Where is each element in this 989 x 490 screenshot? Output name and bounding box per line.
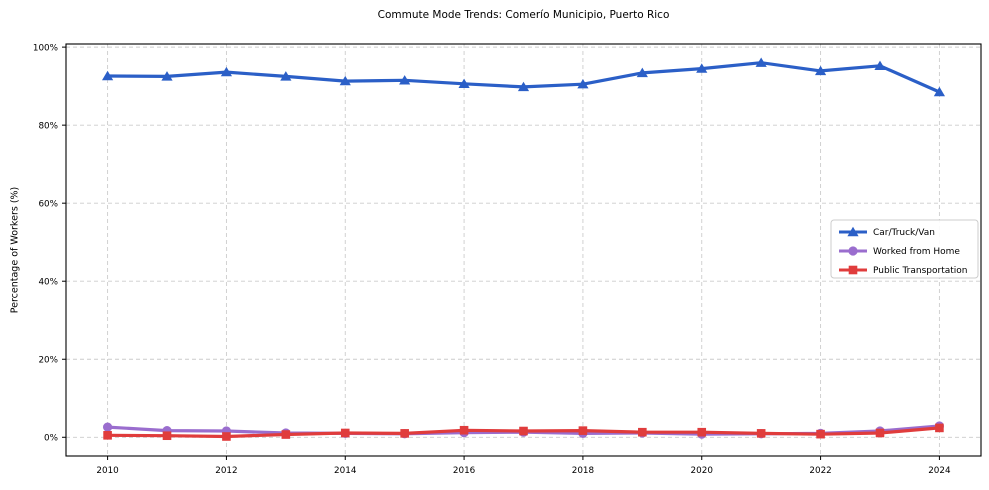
series-car-truck-van-marker — [755, 57, 767, 67]
legend-marker-worked-from-home — [848, 246, 858, 256]
y-tick-label: 20% — [38, 355, 58, 365]
y-tick-label: 80% — [38, 121, 58, 131]
series-car-truck-van-marker — [161, 71, 173, 81]
x-tick-label: 2014 — [334, 466, 357, 476]
series-worked-from-home-marker — [102, 422, 113, 432]
series-public-transportation-marker — [400, 429, 409, 438]
series-car-truck-van-marker — [696, 63, 708, 73]
series-public-transportation-marker — [697, 427, 707, 437]
legend-box — [830, 219, 979, 279]
x-tick-label: 2016 — [453, 466, 476, 476]
series-car-truck-van-marker — [814, 65, 827, 76]
series-public-transportation-marker — [519, 426, 528, 436]
series-car-truck-van-marker — [220, 66, 233, 77]
plot-border — [65, 43, 982, 457]
x-tick-label: 2024 — [928, 466, 951, 476]
x-tick-label: 2020 — [691, 466, 714, 476]
series-public-transportation-marker — [459, 425, 469, 435]
x-tick-label: 2010 — [96, 466, 119, 476]
x-tick-label: 2018 — [572, 466, 594, 476]
series-public-transportation-marker — [638, 427, 647, 437]
series-car-truck-van-marker — [874, 60, 886, 71]
series-public-transportation-marker — [756, 429, 766, 438]
chart-title: Commute Mode Trends: Comerío Municipio, … — [377, 9, 670, 21]
y-tick-label: 0% — [44, 433, 58, 443]
series-car-truck-van-marker — [280, 71, 292, 81]
series-car-truck-van-marker — [577, 78, 589, 89]
legend-marker-public-transportation — [848, 265, 858, 275]
y-tick-label: 40% — [38, 277, 58, 287]
legend-label: Car/Truck/Van — [873, 228, 935, 238]
series-car-truck-van-marker — [636, 67, 648, 78]
legend-marker-car-truck-van — [847, 226, 859, 237]
series-car-truck-van-marker — [399, 75, 411, 85]
series-public-transportation-marker — [103, 431, 112, 440]
series-public-transportation-marker — [875, 428, 885, 438]
series-public-transportation-marker — [578, 426, 588, 435]
series-car-truck-van-marker — [458, 78, 470, 88]
y-tick-label: 60% — [38, 199, 58, 209]
legend-label: Public Transportation — [873, 266, 967, 276]
x-tick-label: 2012 — [215, 466, 237, 476]
series-car-truck-van-marker — [101, 70, 114, 81]
series-car-truck-van-marker — [933, 86, 946, 97]
legend-label: Worked from Home — [873, 247, 960, 257]
series-public-transportation-marker — [935, 423, 944, 433]
series-car-truck-van-marker — [517, 81, 530, 92]
series-public-transportation-marker — [222, 432, 231, 441]
y-tick-label: 100% — [33, 43, 58, 53]
series-public-transportation-marker — [281, 430, 291, 439]
series-public-transportation-marker — [162, 431, 172, 441]
x-tick-label: 2022 — [809, 466, 831, 476]
series-public-transportation-marker — [340, 428, 350, 438]
series-public-transportation-marker — [816, 429, 825, 439]
series-car-truck-van-marker — [339, 75, 351, 86]
